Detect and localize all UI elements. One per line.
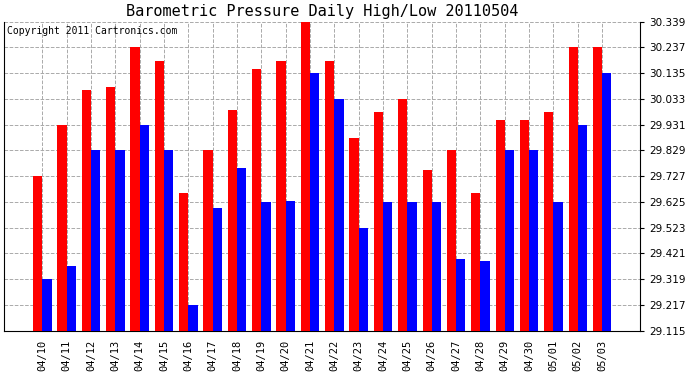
Bar — [520, 120, 529, 330]
Bar — [602, 73, 611, 330]
Bar — [432, 202, 441, 330]
Bar — [81, 90, 91, 330]
Bar — [155, 61, 164, 330]
Bar — [407, 202, 417, 330]
Bar — [57, 124, 67, 330]
Bar — [569, 48, 578, 330]
Bar — [130, 48, 139, 330]
Bar — [115, 150, 125, 330]
Bar — [398, 99, 407, 330]
Bar — [325, 61, 335, 330]
Bar — [286, 201, 295, 330]
Bar — [179, 193, 188, 330]
Bar — [505, 150, 514, 330]
Bar — [447, 150, 456, 330]
Bar — [480, 261, 490, 330]
Bar — [139, 124, 149, 330]
Bar — [106, 87, 115, 330]
Bar — [237, 168, 246, 330]
Bar — [262, 202, 270, 330]
Bar — [228, 110, 237, 330]
Bar — [310, 73, 319, 330]
Bar — [350, 138, 359, 330]
Bar — [67, 266, 76, 330]
Bar — [213, 208, 222, 330]
Bar — [277, 61, 286, 330]
Bar — [553, 202, 563, 330]
Bar — [33, 176, 42, 330]
Bar — [544, 112, 553, 330]
Bar — [593, 48, 602, 330]
Bar — [204, 150, 213, 330]
Bar — [471, 193, 480, 330]
Bar — [578, 124, 587, 330]
Bar — [383, 202, 393, 330]
Bar — [456, 259, 465, 330]
Bar — [422, 170, 432, 330]
Bar — [374, 112, 383, 330]
Bar — [42, 279, 52, 330]
Text: Copyright 2011 Cartronics.com: Copyright 2011 Cartronics.com — [8, 26, 178, 36]
Bar — [301, 22, 310, 330]
Bar — [91, 150, 100, 330]
Bar — [495, 120, 505, 330]
Bar — [252, 69, 262, 330]
Bar — [529, 150, 538, 330]
Bar — [188, 305, 197, 330]
Bar — [164, 150, 173, 330]
Bar — [335, 99, 344, 330]
Title: Barometric Pressure Daily High/Low 20110504: Barometric Pressure Daily High/Low 20110… — [126, 4, 518, 19]
Bar — [359, 228, 368, 330]
